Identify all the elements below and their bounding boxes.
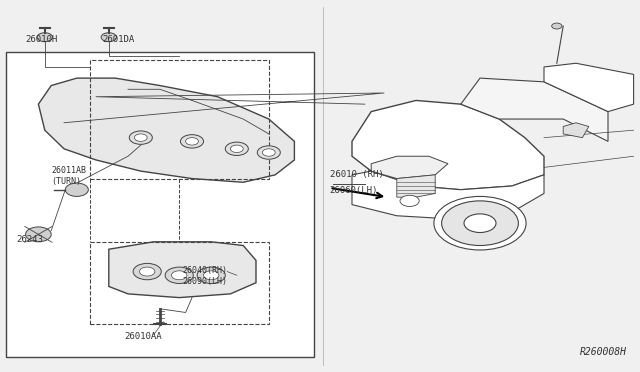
Circle shape — [230, 145, 243, 153]
Circle shape — [129, 131, 152, 144]
Circle shape — [37, 33, 52, 42]
Circle shape — [133, 263, 161, 280]
Text: 26040(RH)
26090(LH): 26040(RH) 26090(LH) — [182, 266, 227, 286]
Circle shape — [134, 134, 147, 141]
Circle shape — [101, 33, 116, 42]
Text: 26010AA: 26010AA — [125, 332, 163, 341]
Polygon shape — [563, 123, 589, 138]
Circle shape — [225, 142, 248, 155]
Polygon shape — [544, 63, 634, 112]
Circle shape — [140, 267, 155, 276]
Circle shape — [204, 271, 219, 280]
Text: 2601DA: 2601DA — [102, 35, 134, 44]
Circle shape — [464, 214, 496, 232]
Text: 26060(LH): 26060(LH) — [330, 186, 378, 195]
Circle shape — [257, 146, 280, 159]
Circle shape — [172, 271, 187, 280]
Polygon shape — [397, 175, 435, 197]
Circle shape — [197, 267, 225, 283]
Text: 26010H: 26010H — [26, 35, 58, 44]
Polygon shape — [109, 242, 256, 298]
Circle shape — [180, 135, 204, 148]
Circle shape — [552, 23, 562, 29]
Circle shape — [400, 195, 419, 206]
Circle shape — [186, 138, 198, 145]
Text: 26011AB
(TURN): 26011AB (TURN) — [51, 166, 86, 186]
Polygon shape — [371, 156, 448, 179]
Text: R260008H: R260008H — [580, 347, 627, 357]
Polygon shape — [38, 78, 294, 182]
Text: 26010 (RH): 26010 (RH) — [330, 170, 383, 179]
Polygon shape — [461, 78, 608, 141]
Bar — [90, 242, 269, 324]
Bar — [90, 60, 269, 179]
Circle shape — [165, 267, 193, 283]
Circle shape — [434, 196, 526, 250]
Polygon shape — [352, 171, 544, 219]
Circle shape — [26, 227, 51, 242]
Text: 26243: 26243 — [16, 235, 43, 244]
Circle shape — [65, 183, 88, 196]
Polygon shape — [352, 100, 544, 190]
Circle shape — [442, 201, 518, 246]
Circle shape — [262, 149, 275, 156]
Bar — [6, 52, 314, 357]
